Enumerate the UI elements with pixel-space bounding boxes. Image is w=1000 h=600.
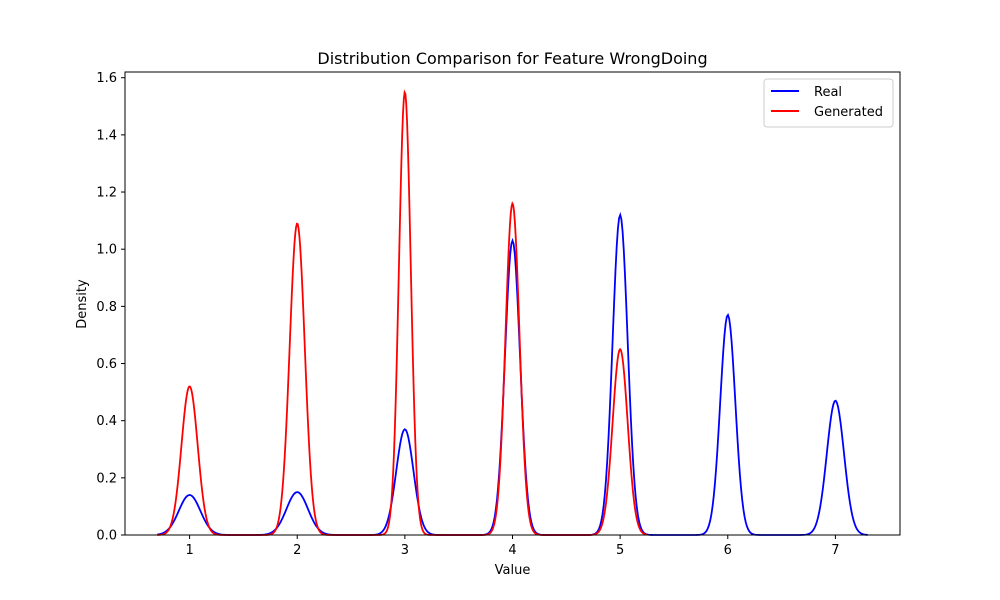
chart-title: Distribution Comparison for Feature Wron… <box>317 49 707 68</box>
y-tick-label: 0.0 <box>96 529 117 544</box>
x-tick-label: 1 <box>185 543 193 558</box>
legend-label-real: Real <box>814 85 842 100</box>
legend: Real Generated <box>763 78 894 128</box>
density-curves <box>157 89 868 536</box>
y-tick-label: 1.6 <box>96 71 117 86</box>
y-tick-label: 1.0 <box>96 243 117 258</box>
x-tick-label: 2 <box>293 543 301 558</box>
x-tick-label: 3 <box>401 543 409 558</box>
y-tick-label: 0.2 <box>96 471 117 486</box>
y-tick-label: 1.4 <box>96 128 117 143</box>
x-tick-label: 7 <box>831 543 839 558</box>
x-axis-label: Value <box>495 563 531 578</box>
x-tick-label: 5 <box>616 543 624 558</box>
x-tick-label: 4 <box>508 543 516 558</box>
legend-label-generated: Generated <box>814 105 883 120</box>
x-tick-label: 6 <box>724 543 732 558</box>
y-tick-label: 0.6 <box>96 357 117 372</box>
y-tick-label: 0.4 <box>96 414 117 429</box>
x-axis-ticks: 1 2 3 4 5 6 7 <box>185 535 840 558</box>
y-axis-ticks: 0.0 0.2 0.4 0.6 0.8 1.0 1.2 1.4 1.6 <box>96 71 125 544</box>
y-tick-label: 1.2 <box>96 186 117 201</box>
series-line-generated <box>157 89 648 536</box>
y-tick-label: 0.8 <box>96 300 117 315</box>
y-axis-label: Density <box>75 279 90 329</box>
series-line-real <box>157 211 868 536</box>
plot-frame <box>124 71 901 536</box>
